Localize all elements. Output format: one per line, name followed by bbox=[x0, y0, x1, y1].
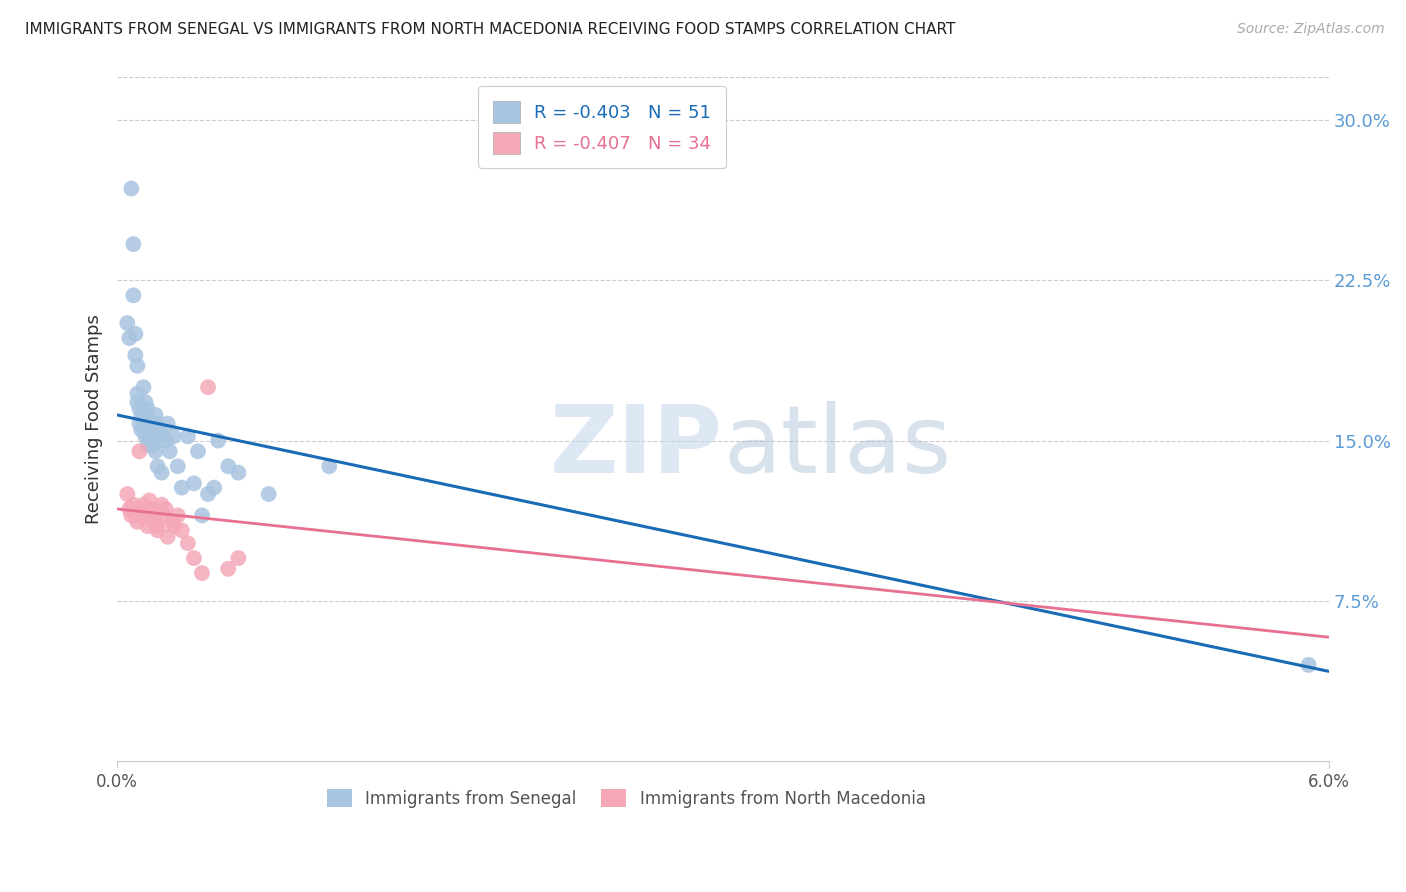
Y-axis label: Receiving Food Stamps: Receiving Food Stamps bbox=[86, 314, 103, 524]
Point bbox=[217, 459, 239, 474]
Point bbox=[132, 380, 155, 394]
Point bbox=[141, 417, 163, 431]
Point bbox=[146, 524, 169, 538]
Point bbox=[138, 412, 160, 426]
Point bbox=[217, 562, 239, 576]
Point bbox=[155, 434, 177, 448]
Point bbox=[134, 502, 156, 516]
Point bbox=[150, 429, 173, 443]
Point bbox=[131, 508, 153, 523]
Point bbox=[197, 487, 219, 501]
Point bbox=[136, 519, 159, 533]
Point bbox=[136, 423, 159, 437]
Point bbox=[146, 519, 169, 533]
Text: atlas: atlas bbox=[723, 401, 952, 492]
Point bbox=[117, 487, 139, 501]
Point bbox=[142, 423, 165, 437]
Point bbox=[177, 536, 200, 550]
Point bbox=[132, 498, 155, 512]
Point bbox=[149, 423, 172, 437]
Point bbox=[141, 508, 163, 523]
Point bbox=[142, 438, 165, 452]
Point bbox=[136, 438, 159, 452]
Point bbox=[136, 508, 159, 523]
Point bbox=[136, 401, 159, 416]
Point bbox=[131, 408, 153, 422]
Legend: Immigrants from Senegal, Immigrants from North Macedonia: Immigrants from Senegal, Immigrants from… bbox=[321, 783, 932, 814]
Point bbox=[163, 429, 186, 443]
Point bbox=[117, 316, 139, 330]
Point bbox=[156, 530, 179, 544]
Point bbox=[318, 459, 340, 474]
Point bbox=[122, 498, 145, 512]
Point bbox=[163, 519, 186, 533]
Point bbox=[142, 515, 165, 529]
Point bbox=[183, 476, 205, 491]
Point bbox=[127, 386, 149, 401]
Point bbox=[150, 466, 173, 480]
Point bbox=[128, 401, 150, 416]
Point bbox=[127, 502, 149, 516]
Point bbox=[1298, 657, 1320, 672]
Point bbox=[170, 524, 193, 538]
Point bbox=[146, 417, 169, 431]
Point bbox=[124, 508, 146, 523]
Point bbox=[134, 395, 156, 409]
Point bbox=[145, 444, 167, 458]
Point bbox=[128, 444, 150, 458]
Point bbox=[142, 502, 165, 516]
Point bbox=[170, 481, 193, 495]
Point bbox=[197, 380, 219, 394]
Point bbox=[177, 429, 200, 443]
Point bbox=[191, 508, 214, 523]
Point bbox=[118, 502, 141, 516]
Point bbox=[187, 444, 209, 458]
Point bbox=[132, 412, 155, 426]
Point bbox=[122, 237, 145, 252]
Point bbox=[134, 429, 156, 443]
Point bbox=[120, 181, 142, 195]
Point bbox=[202, 481, 225, 495]
Point bbox=[156, 417, 179, 431]
Point bbox=[127, 359, 149, 373]
Point bbox=[191, 566, 214, 580]
Point bbox=[228, 551, 250, 566]
Point bbox=[120, 508, 142, 523]
Point bbox=[257, 487, 280, 501]
Point bbox=[150, 498, 173, 512]
Text: Source: ZipAtlas.com: Source: ZipAtlas.com bbox=[1237, 22, 1385, 37]
Point bbox=[138, 429, 160, 443]
Point bbox=[152, 508, 174, 523]
Point bbox=[127, 395, 149, 409]
Point bbox=[124, 348, 146, 362]
Point bbox=[118, 331, 141, 345]
Point bbox=[207, 434, 229, 448]
Point bbox=[122, 288, 145, 302]
Text: ZIP: ZIP bbox=[550, 401, 723, 492]
Point bbox=[145, 408, 167, 422]
Point bbox=[131, 423, 153, 437]
Point bbox=[124, 326, 146, 341]
Text: IMMIGRANTS FROM SENEGAL VS IMMIGRANTS FROM NORTH MACEDONIA RECEIVING FOOD STAMPS: IMMIGRANTS FROM SENEGAL VS IMMIGRANTS FR… bbox=[25, 22, 956, 37]
Point bbox=[160, 515, 183, 529]
Point bbox=[155, 502, 177, 516]
Point bbox=[145, 508, 167, 523]
Point bbox=[159, 444, 181, 458]
Point bbox=[183, 551, 205, 566]
Point bbox=[138, 493, 160, 508]
Point bbox=[127, 515, 149, 529]
Point bbox=[146, 459, 169, 474]
Point bbox=[128, 417, 150, 431]
Point bbox=[228, 466, 250, 480]
Point bbox=[166, 459, 188, 474]
Point bbox=[166, 508, 188, 523]
